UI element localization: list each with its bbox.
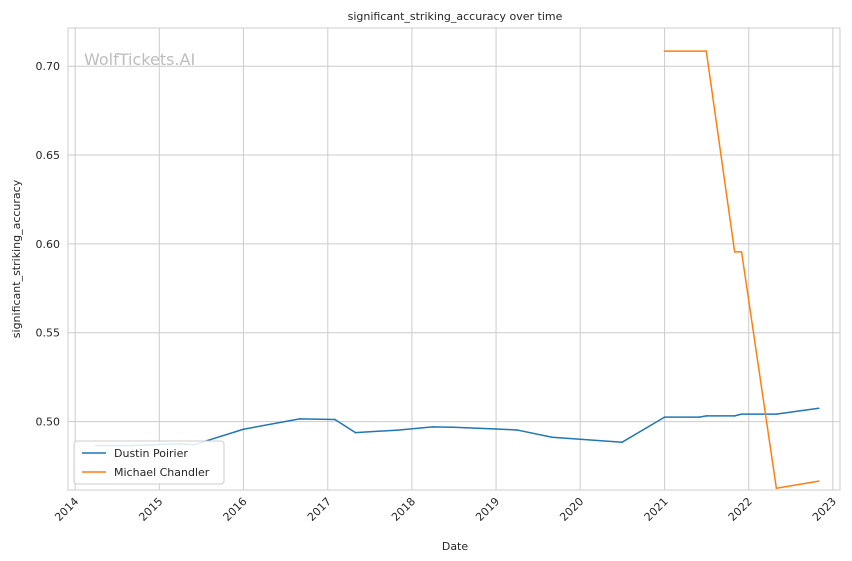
series-line-dustin-poirier xyxy=(95,407,819,447)
x-tick-label: 2021 xyxy=(642,495,671,524)
data-point-dustin-poirier xyxy=(551,436,553,439)
data-point-michael-chandler xyxy=(817,480,820,482)
data-point-dustin-poirier xyxy=(298,418,301,420)
data-point-dustin-poirier xyxy=(775,413,778,415)
legend: Dustin Poirier Michael Chandler xyxy=(73,440,225,485)
x-tick-label: 2018 xyxy=(389,495,418,524)
data-point-dustin-poirier xyxy=(452,426,455,429)
x-tick-label: 2023 xyxy=(810,495,839,524)
data-point-michael-chandler xyxy=(663,50,666,52)
data-point-michael-chandler xyxy=(705,50,708,52)
data-point-dustin-poirier xyxy=(740,413,743,415)
legend-box xyxy=(73,440,225,485)
chart-title: significant_striking_accuracy over time xyxy=(348,10,563,23)
data-point-dustin-poirier xyxy=(242,428,245,431)
x-tick-label: 2014 xyxy=(52,495,81,524)
data-point-dustin-poirier xyxy=(397,429,399,431)
data-point-michael-chandler xyxy=(733,251,736,253)
x-tick-label: 2022 xyxy=(726,495,755,524)
y-axis-title: significant_striking_accuracy xyxy=(10,179,23,338)
data-point-dustin-poirier xyxy=(495,428,497,430)
y-tick-label: 0.70 xyxy=(36,60,61,73)
y-tick-label: 0.60 xyxy=(36,238,61,251)
x-tick-label: 2019 xyxy=(473,495,502,524)
y-axis-ticks: 0.50 0.55 0.60 0.65 0.70 xyxy=(36,60,61,428)
data-point-dustin-poirier xyxy=(621,441,623,444)
data-point-dustin-poirier xyxy=(698,416,701,418)
x-tick-label: 2016 xyxy=(221,495,250,524)
data-point-michael-chandler xyxy=(740,251,743,253)
grid xyxy=(68,28,840,490)
data-point-dustin-poirier xyxy=(334,418,336,421)
legend-label-michael-chandler: Michael Chandler xyxy=(114,466,210,479)
data-point-dustin-poirier xyxy=(431,426,434,428)
series-layer xyxy=(95,50,820,490)
y-tick-label: 0.50 xyxy=(36,416,61,429)
legend-label-dustin-poirier: Dustin Poirier xyxy=(114,447,188,460)
x-axis-ticks: 2014 2015 2016 2017 2018 2019 2020 2021 2022 2023 xyxy=(52,495,839,524)
data-point-michael-chandler xyxy=(775,487,778,490)
x-tick-label: 2017 xyxy=(305,495,334,524)
plot-area xyxy=(67,27,841,491)
x-axis-title: Date xyxy=(442,540,469,553)
data-point-dustin-poirier xyxy=(705,415,708,417)
data-point-dustin-poirier xyxy=(817,407,820,410)
data-point-dustin-poirier xyxy=(663,416,666,418)
series-line-michael-chandler xyxy=(664,50,819,489)
y-tick-label: 0.55 xyxy=(36,327,61,340)
x-tick-label: 2015 xyxy=(136,495,165,524)
data-point-dustin-poirier xyxy=(733,415,736,417)
data-point-dustin-poirier xyxy=(516,429,518,431)
data-point-dustin-poirier xyxy=(354,431,357,434)
y-tick-label: 0.65 xyxy=(36,149,61,162)
x-tick-label: 2020 xyxy=(557,495,586,524)
watermark: WolfTickets.AI xyxy=(84,50,195,69)
